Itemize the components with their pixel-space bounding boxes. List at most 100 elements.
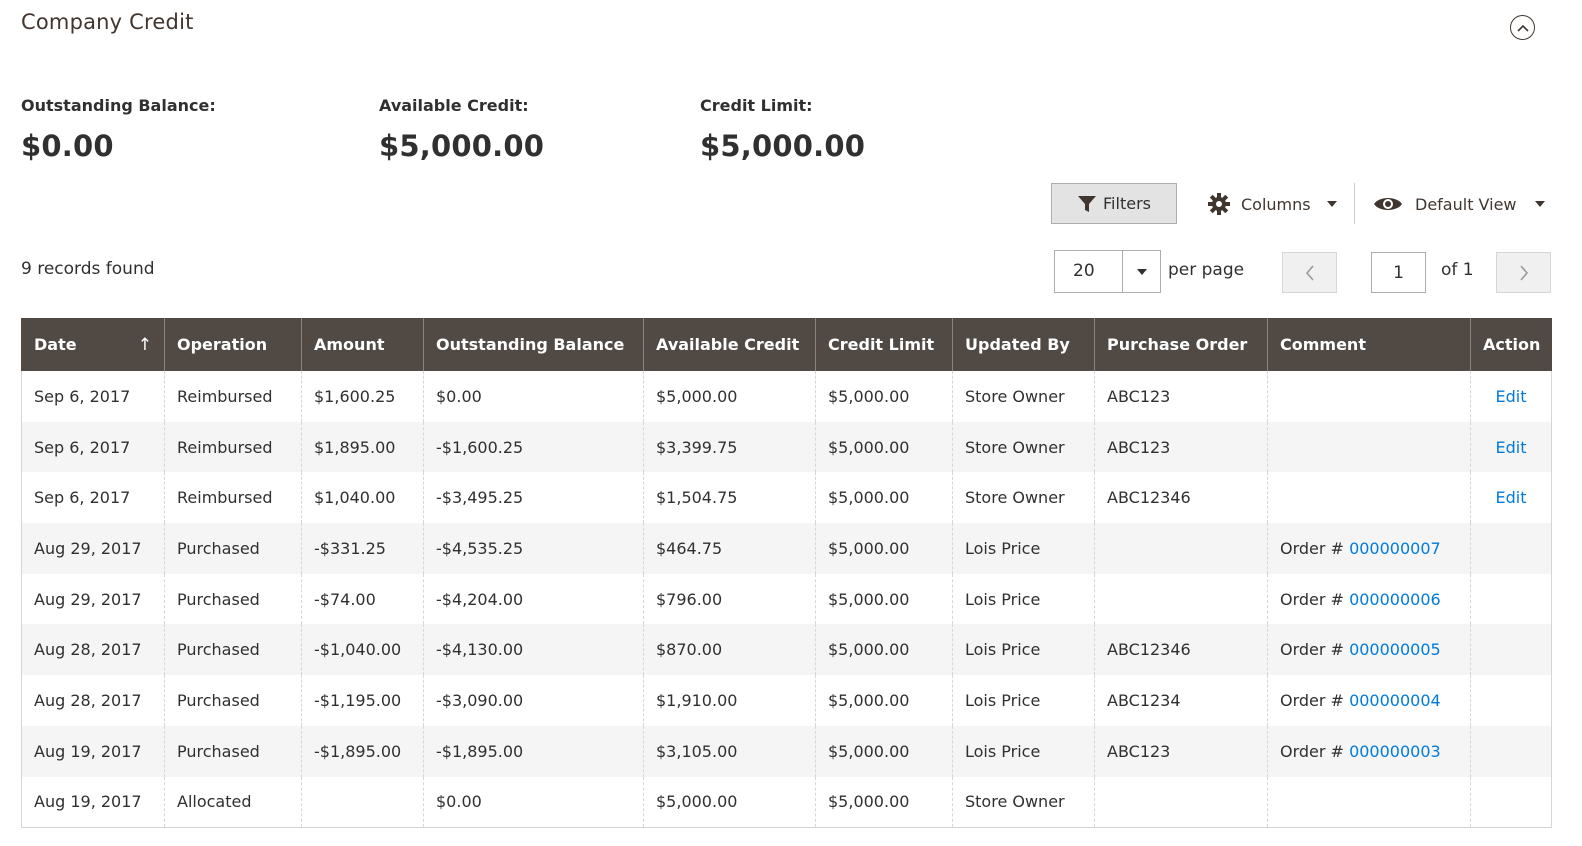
cell-operation: Reimbursed — [164, 472, 302, 524]
column-header-outstanding-balance[interactable]: Outstanding Balance — [423, 318, 644, 371]
columns-label: Columns — [1241, 194, 1311, 214]
cell-amount: -$1,040.00 — [301, 624, 424, 676]
cell-amount: -$74.00 — [301, 573, 424, 625]
cell-updated-by: Store Owner — [952, 371, 1095, 422]
cell-outstanding-balance: $0.00 — [423, 371, 644, 422]
table-row: Sep 6, 2017 Reimbursed $1,600.25 $0.00 $5,00… — [21, 371, 1552, 422]
per-page-value: 20 — [1073, 261, 1095, 281]
table-row: Sep 6, 2017 Reimbursed $1,895.00 -$1,600.25… — [21, 421, 1552, 473]
cell-credit-limit: $5,000.00 — [815, 675, 953, 726]
view-label: Default View — [1415, 194, 1517, 214]
credit-limit-value: $5,000.00 — [700, 129, 866, 163]
credit-limit-summary: Credit Limit: $5,000.00 — [700, 96, 865, 163]
table-row: Aug 28, 2017 Purchased -$1,195.00 -$3,090.0… — [21, 675, 1552, 726]
prev-page-button[interactable] — [1282, 252, 1337, 293]
cell-date: Sep 6, 2017 — [21, 421, 165, 473]
order-link[interactable]: 000000003 — [1349, 741, 1441, 761]
order-prefix: Order # — [1280, 741, 1344, 761]
table-row: Sep 6, 2017 Reimbursed $1,040.00 -$3,495.25… — [21, 472, 1552, 524]
cell-credit-limit: $5,000.00 — [815, 776, 953, 828]
order-link[interactable]: 000000007 — [1349, 538, 1441, 558]
cell-outstanding-balance: -$4,535.25 — [423, 523, 644, 574]
cell-comment: Order # 000000007 — [1267, 523, 1471, 574]
column-header-operation[interactable]: Operation — [164, 318, 302, 371]
cell-updated-by: Lois Price — [952, 725, 1095, 777]
cell-purchase-order: ABC123 — [1094, 725, 1268, 777]
column-header-purchase-order[interactable]: Purchase Order — [1094, 318, 1268, 371]
table-row: Aug 19, 2017 Allocated $0.00 $5,000.00 $5,00… — [21, 776, 1552, 828]
cell-purchase-order: ABC1234 — [1094, 675, 1268, 726]
cell-action: Edit — [1470, 371, 1552, 422]
table-header-row: Date ↑ Operation Amount Outstanding Balan… — [21, 318, 1552, 371]
cell-operation: Purchased — [164, 573, 302, 625]
order-link[interactable]: 000000006 — [1349, 589, 1441, 609]
column-header-comment[interactable]: Comment — [1267, 318, 1471, 371]
cell-credit-limit: $5,000.00 — [815, 472, 953, 524]
page-total-label: of 1 — [1441, 260, 1474, 280]
cell-available-credit: $5,000.00 — [643, 776, 816, 828]
cell-outstanding-balance: -$1,895.00 — [423, 725, 644, 777]
next-page-button[interactable] — [1496, 252, 1551, 293]
order-prefix: Order # — [1280, 690, 1344, 710]
cell-operation: Purchased — [164, 725, 302, 777]
cell-date: Sep 6, 2017 — [21, 472, 165, 524]
cell-comment: Order # 000000003 — [1267, 725, 1471, 777]
order-link[interactable]: 000000004 — [1349, 690, 1441, 710]
cell-date: Sep 6, 2017 — [21, 371, 165, 422]
available-credit-summary: Available Credit: $5,000.00 — [379, 96, 544, 163]
columns-dropdown[interactable]: Columns — [1207, 190, 1337, 218]
cell-available-credit: $3,399.75 — [643, 421, 816, 473]
chevron-left-icon — [1305, 264, 1314, 281]
cell-available-credit: $3,105.00 — [643, 725, 816, 777]
credit-limit-label: Credit Limit: — [700, 96, 813, 115]
page-number-input[interactable] — [1371, 252, 1426, 293]
order-prefix: Order # — [1280, 640, 1344, 660]
chevron-right-icon — [1519, 264, 1528, 281]
cell-date: Aug 29, 2017 — [21, 523, 165, 574]
cell-purchase-order — [1094, 573, 1268, 625]
cell-comment — [1267, 776, 1471, 828]
collapse-button[interactable] — [1510, 15, 1535, 40]
view-dropdown[interactable]: Default View — [1373, 190, 1545, 218]
cell-outstanding-balance: -$3,495.25 — [423, 472, 644, 524]
cell-credit-limit: $5,000.00 — [815, 371, 953, 422]
cell-purchase-order — [1094, 523, 1268, 574]
cell-updated-by: Lois Price — [952, 675, 1095, 726]
outstanding-balance-label: Outstanding Balance: — [21, 96, 216, 115]
order-prefix: Order # — [1280, 589, 1344, 609]
column-header-credit-limit[interactable]: Credit Limit — [815, 318, 953, 371]
edit-link[interactable]: Edit — [1495, 488, 1527, 508]
filters-button[interactable]: Filters — [1051, 183, 1177, 224]
per-page-select[interactable]: 20 — [1054, 250, 1161, 293]
cell-available-credit: $870.00 — [643, 624, 816, 676]
cell-credit-limit: $5,000.00 — [815, 421, 953, 473]
cell-comment — [1267, 421, 1471, 473]
column-header-action: Action — [1470, 318, 1552, 371]
cell-amount: -$1,895.00 — [301, 725, 424, 777]
column-header-date[interactable]: Date ↑ — [21, 318, 165, 371]
filters-label: Filters — [1103, 194, 1151, 213]
cell-action — [1470, 523, 1552, 574]
edit-link[interactable]: Edit — [1495, 386, 1527, 406]
cell-operation: Purchased — [164, 624, 302, 676]
cell-credit-limit: $5,000.00 — [815, 523, 953, 574]
per-page-toggle[interactable] — [1122, 251, 1160, 292]
cell-updated-by: Lois Price — [952, 523, 1095, 574]
cell-available-credit: $1,504.75 — [643, 472, 816, 524]
cell-updated-by: Store Owner — [952, 421, 1095, 473]
cell-amount: -$331.25 — [301, 523, 424, 574]
cell-updated-by: Store Owner — [952, 776, 1095, 828]
column-header-amount[interactable]: Amount — [301, 318, 424, 371]
cell-outstanding-balance: -$3,090.00 — [423, 675, 644, 726]
cell-action — [1470, 776, 1552, 828]
edit-link[interactable]: Edit — [1495, 437, 1527, 457]
column-header-available-credit[interactable]: Available Credit — [643, 318, 816, 371]
column-header-updated-by[interactable]: Updated By — [952, 318, 1095, 371]
cell-available-credit: $1,910.00 — [643, 675, 816, 726]
outstanding-balance-value: $0.00 — [21, 129, 114, 163]
cell-date: Aug 28, 2017 — [21, 675, 165, 726]
cell-available-credit: $5,000.00 — [643, 371, 816, 422]
order-link[interactable]: 000000005 — [1349, 640, 1441, 660]
cell-outstanding-balance: -$4,204.00 — [423, 573, 644, 625]
gear-icon — [1208, 193, 1230, 215]
